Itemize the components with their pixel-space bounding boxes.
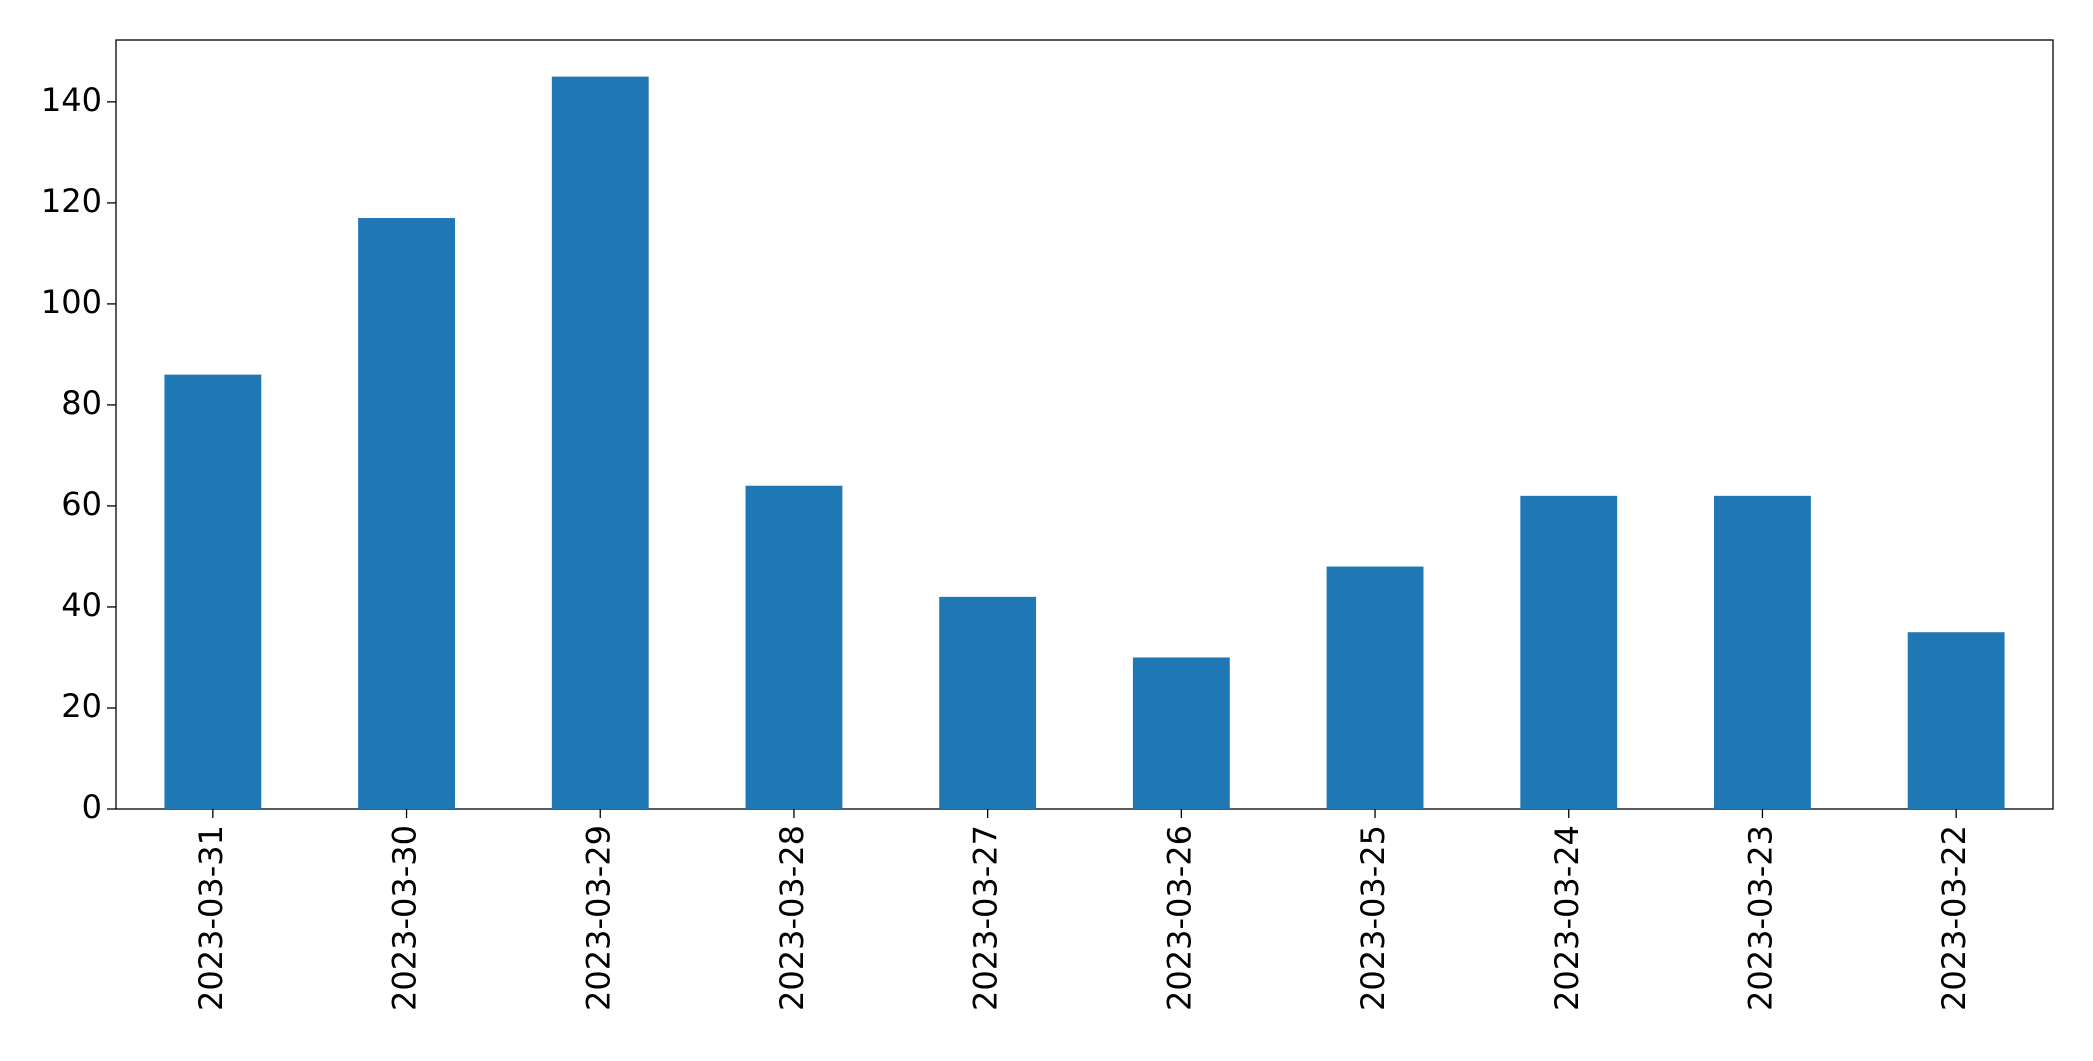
- x-tick-label: 2023-03-30: [386, 825, 424, 1011]
- y-tick-label: 140: [41, 81, 102, 119]
- y-tick-label: 20: [61, 687, 102, 725]
- x-tick-label: 2023-03-25: [1354, 825, 1392, 1011]
- bar: [1132, 657, 1230, 809]
- bar: [1326, 566, 1424, 809]
- x-tick-label: 2023-03-27: [967, 825, 1005, 1011]
- x-tick-label: 2023-03-26: [1160, 825, 1198, 1011]
- y-tick-label: 0: [82, 788, 102, 826]
- y-tick-label: 120: [41, 182, 102, 220]
- bar: [1520, 495, 1618, 809]
- bar: [358, 218, 455, 810]
- bar: [1907, 632, 2005, 809]
- bar: [551, 76, 649, 810]
- y-tick-label: 60: [61, 485, 102, 523]
- x-tick-label: 2023-03-24: [1548, 825, 1586, 1011]
- y-tick-label: 40: [61, 586, 102, 624]
- x-tick-label: 2023-03-29: [579, 825, 617, 1011]
- x-tick-label: 2023-03-23: [1741, 825, 1779, 1011]
- x-tick-label: 2023-03-31: [192, 825, 230, 1011]
- y-tick-label: 100: [41, 283, 102, 321]
- plot-frame: [115, 39, 2054, 810]
- y-tick-label: 80: [61, 384, 102, 422]
- x-tick-label: 2023-03-28: [773, 825, 811, 1011]
- x-tick-label: 2023-03-22: [1935, 825, 1973, 1011]
- bar: [939, 596, 1037, 809]
- bar: [164, 374, 262, 809]
- bar: [745, 485, 843, 809]
- bar: [1714, 495, 1811, 809]
